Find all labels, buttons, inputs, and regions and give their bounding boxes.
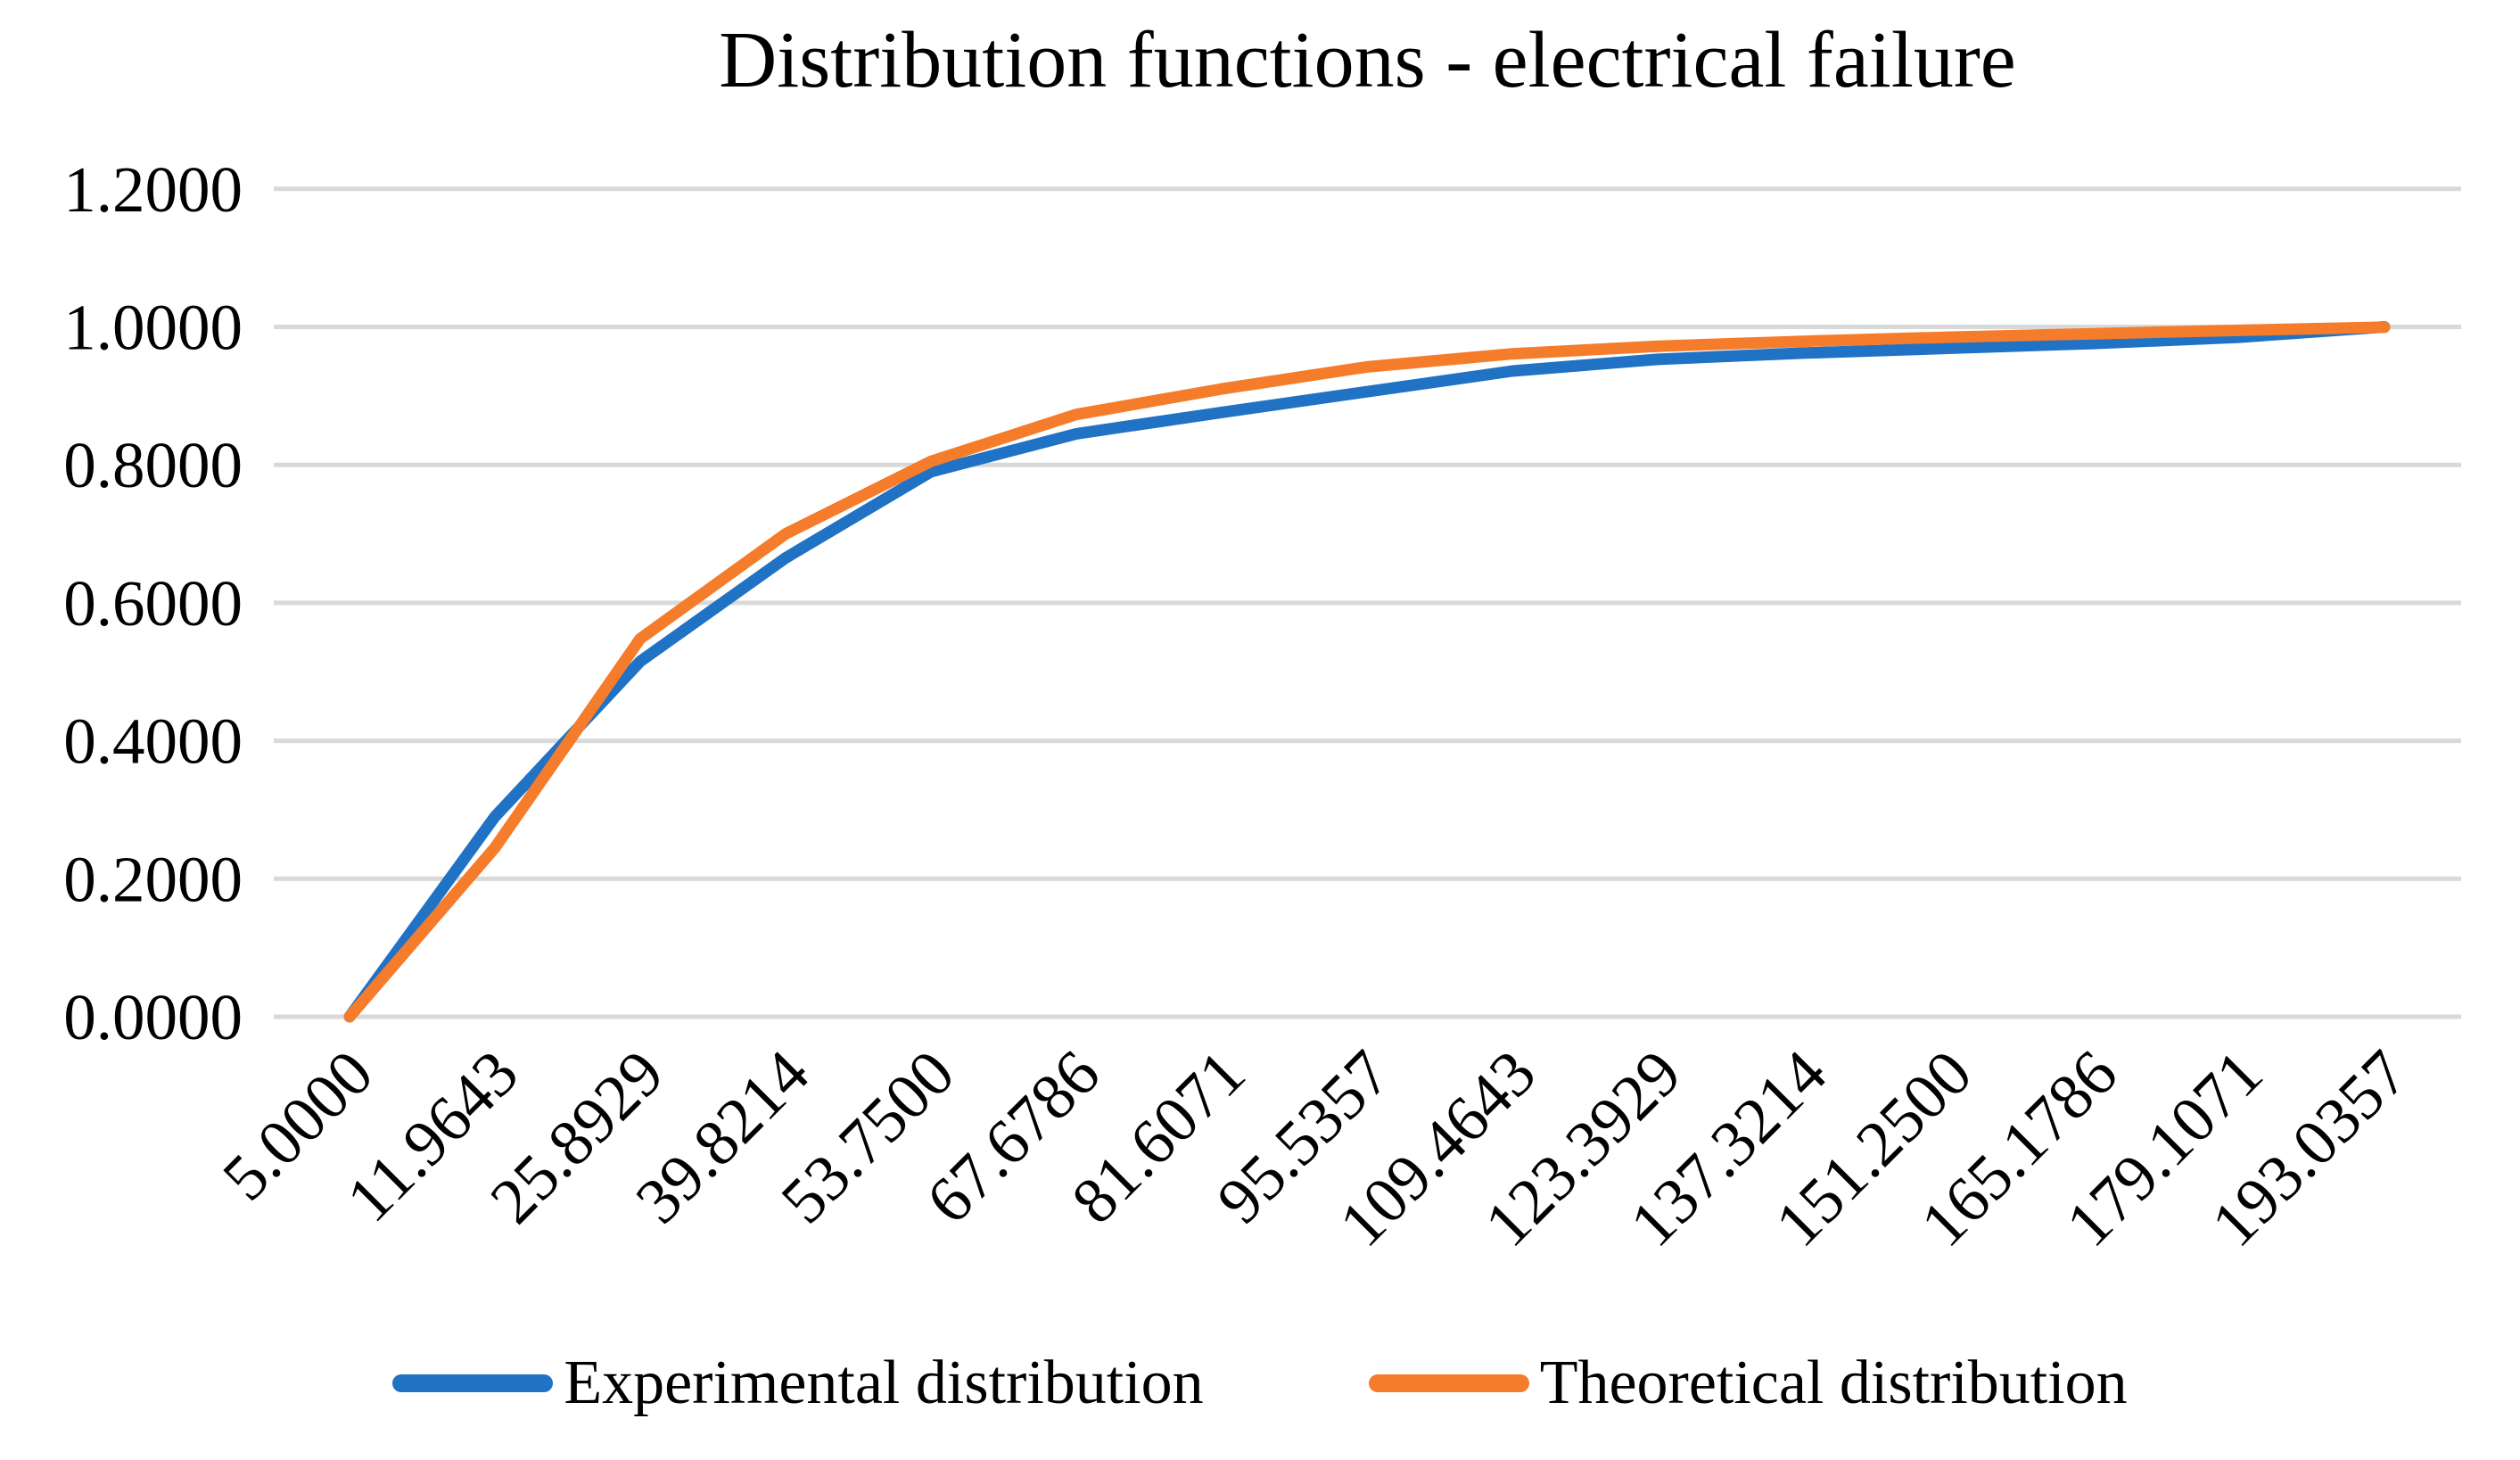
- y-axis-tick-label: 0.8000: [63, 429, 243, 501]
- y-axis-tick-label: 0.2000: [63, 843, 243, 915]
- y-axis-tick-label: 0.4000: [63, 705, 243, 778]
- legend-item-theoretical[interactable]: Theoretical distribution: [1368, 1349, 2128, 1417]
- legend-swatch-experimental-icon: [392, 1374, 554, 1392]
- legend-item-experimental[interactable]: Experimental distribution: [392, 1349, 1204, 1417]
- y-axis-tick-label: 0.6000: [63, 567, 243, 639]
- y-axis-tick-label: 0.0000: [63, 981, 243, 1053]
- experimental-series-line: [343, 321, 2391, 1023]
- y-axis-tick-label: 1.2000: [63, 153, 243, 226]
- legend-swatch-theoretical-icon: [1368, 1374, 1529, 1392]
- legend-label-theoretical: Theoretical distribution: [1539, 1349, 2128, 1417]
- chart-legend: Experimental distribution Theoretical di…: [0, 1352, 2520, 1415]
- legend-label-experimental: Experimental distribution: [564, 1349, 1204, 1417]
- theoretical-series-line: [343, 321, 2391, 1023]
- y-axis-tick-label: 1.0000: [63, 292, 243, 364]
- chart-title: Distribution functions - electrical fail…: [719, 16, 2016, 104]
